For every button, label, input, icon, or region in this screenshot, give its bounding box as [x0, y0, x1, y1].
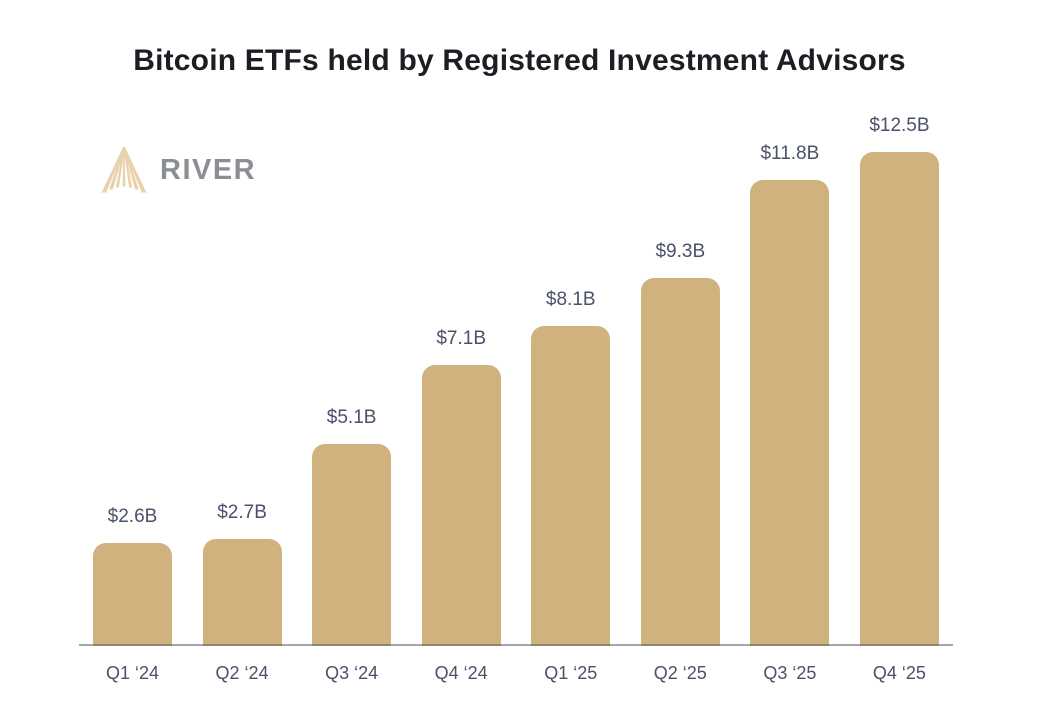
- x-axis-line: [79, 644, 953, 646]
- bar: [640, 278, 720, 646]
- x-axis-label: Q1 ‘24: [105, 663, 160, 683]
- bar: [312, 444, 392, 646]
- bar-value-label: $7.1B: [436, 328, 487, 349]
- bar-value-label: $9.3B: [655, 241, 706, 262]
- bar: [421, 365, 501, 646]
- x-axis-label: Q4 ‘25: [872, 663, 926, 683]
- bar-column: $5.1B Q3 ‘24: [312, 0, 392, 683]
- bar-value-label: $12.5B: [869, 115, 930, 136]
- bar-value-label: $2.7B: [217, 502, 267, 523]
- bar: [859, 152, 939, 646]
- bar-column: $2.7B Q2 ‘24: [202, 0, 282, 683]
- bar: [531, 326, 611, 646]
- chart-plot-area: $2.6B Q1 ‘24 $2.7B Q2 ‘24 $5.1B Q3 ‘24 $…: [79, 0, 953, 683]
- x-axis-label: Q1 ‘25: [544, 663, 598, 683]
- bar-value-label: $11.8B: [760, 143, 820, 164]
- chart-title: Bitcoin ETFs held by Registered Investme…: [133, 44, 906, 77]
- bar-value-label: $8.1B: [545, 289, 596, 310]
- bar-column: $12.5B Q4 ‘25: [859, 0, 939, 683]
- bar-column: $8.1B Q1 ‘25: [531, 0, 611, 683]
- bars-container: $2.6B Q1 ‘24 $2.7B Q2 ‘24 $5.1B Q3 ‘24 $…: [79, 0, 953, 683]
- x-axis-label: Q2 ‘24: [215, 663, 269, 683]
- bar: [750, 180, 830, 646]
- river-fan-icon: [101, 147, 147, 193]
- bar-value-label: $2.6B: [107, 506, 158, 527]
- bar-column: $11.8B Q3 ‘25: [750, 0, 830, 683]
- bar-column: $9.3B Q2 ‘25: [640, 0, 720, 683]
- bar-column: $2.6B Q1 ‘24: [93, 0, 172, 683]
- bar: [202, 539, 282, 646]
- river-logo: RIVER: [98, 145, 256, 195]
- bar-column: $7.1B Q4 ‘24: [421, 0, 501, 683]
- bar: [93, 543, 172, 646]
- x-axis-label: Q3 ‘24: [325, 663, 379, 683]
- x-axis-label: Q2 ‘25: [653, 663, 707, 683]
- river-logo-wordmark: RIVER: [160, 153, 257, 186]
- bar-value-label: $5.1B: [326, 407, 377, 428]
- x-axis-label: Q3 ‘25: [763, 663, 817, 683]
- x-axis-label: Q4 ‘24: [434, 663, 488, 683]
